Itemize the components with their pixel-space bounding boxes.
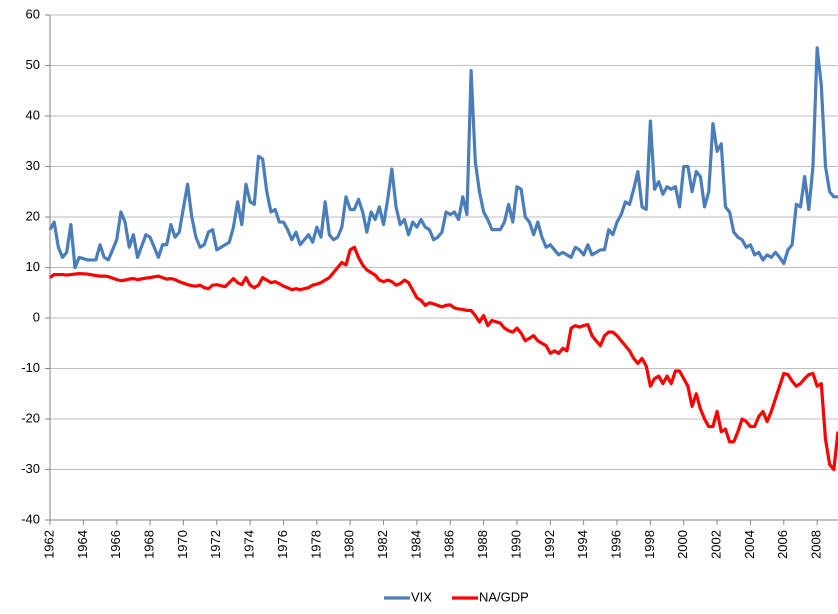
y-tick-label: -40 — [21, 511, 40, 526]
legend-label: VIX — [411, 589, 432, 604]
x-tick-label: 1966 — [108, 530, 123, 559]
y-tick-label: 40 — [26, 107, 40, 122]
x-tick-label: 2000 — [675, 530, 690, 559]
x-tick-label: 1976 — [275, 530, 290, 559]
x-tick-label: 2006 — [775, 530, 790, 559]
x-tick-label: 1962 — [41, 530, 56, 559]
y-tick-label: 30 — [26, 158, 40, 173]
y-tick-label: -30 — [21, 461, 40, 476]
x-tick-label: 2008 — [809, 530, 824, 559]
y-tick-label: 20 — [26, 208, 40, 223]
series-line — [48, 46, 838, 270]
x-tick-label: 1964 — [75, 530, 90, 559]
x-tick-label: 2004 — [742, 530, 757, 559]
x-tick-label: 1998 — [642, 530, 657, 559]
x-tick-label: 2002 — [709, 530, 724, 559]
y-tick-label: 0 — [33, 309, 40, 324]
x-tick-label: 1986 — [442, 530, 457, 559]
x-tick-label: 1984 — [408, 530, 423, 559]
x-tick-label: 1990 — [508, 530, 523, 559]
x-tick-label: 1968 — [142, 530, 157, 559]
y-tick-label: -20 — [21, 410, 40, 425]
x-tick-label: 1978 — [308, 530, 323, 559]
y-tick-label: 60 — [26, 6, 40, 21]
x-tick-label: 1982 — [375, 530, 390, 559]
series-line — [49, 245, 838, 472]
x-tick-label: 1996 — [608, 530, 623, 559]
y-tick-label: 10 — [26, 259, 40, 274]
x-tick-label: 1994 — [575, 530, 590, 559]
y-tick-label: 50 — [26, 57, 40, 72]
x-tick-label: 1992 — [542, 530, 557, 559]
y-tick-label: -10 — [21, 360, 40, 375]
legend-label: NA/GDP — [479, 589, 529, 604]
x-tick-label: 1980 — [342, 530, 357, 559]
x-tick-label: 1974 — [242, 530, 257, 559]
x-tick-label: 1970 — [175, 530, 190, 559]
x-tick-label: 1988 — [475, 530, 490, 559]
x-tick-label: 1972 — [208, 530, 223, 559]
